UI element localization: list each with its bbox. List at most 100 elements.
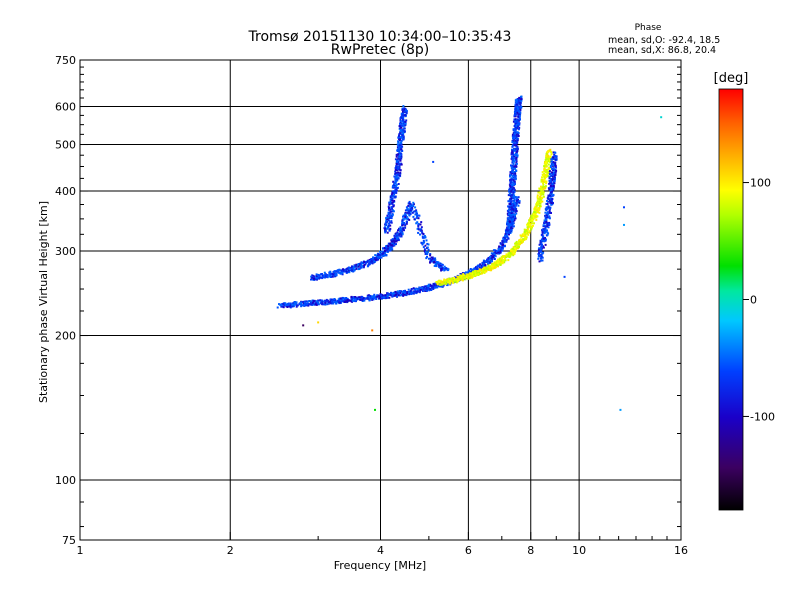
- trace-point: [542, 193, 545, 196]
- trace-point: [545, 175, 548, 178]
- trace-point: [415, 210, 418, 213]
- trace-point: [549, 192, 552, 195]
- trace-point: [315, 301, 318, 304]
- isolated-point: [622, 206, 625, 209]
- trace-point: [546, 161, 548, 164]
- trace-point: [440, 269, 443, 272]
- trace-point: [510, 166, 513, 169]
- trace-point: [401, 114, 404, 117]
- trace-point: [489, 267, 491, 270]
- trace-point: [402, 290, 405, 292]
- trace-point: [542, 188, 545, 191]
- trace-point: [394, 168, 397, 171]
- trace-point: [511, 186, 514, 189]
- trace-point: [548, 211, 551, 214]
- trace-point: [508, 225, 511, 228]
- trace-point: [372, 295, 374, 298]
- trace-point: [414, 206, 417, 209]
- trace-point: [404, 216, 407, 218]
- trace-point: [391, 248, 394, 251]
- trace-point: [507, 205, 510, 208]
- trace-point: [529, 217, 532, 220]
- trace-point: [459, 273, 462, 276]
- trace-point: [491, 265, 494, 268]
- trace-point: [501, 249, 504, 252]
- trace-point: [511, 187, 514, 190]
- phase-title: Phase: [635, 23, 662, 33]
- trace-point: [540, 242, 543, 245]
- trace-point: [507, 259, 510, 262]
- trace-point: [540, 196, 543, 199]
- trace-point: [371, 260, 374, 263]
- trace-point: [514, 245, 517, 248]
- trace-point: [508, 187, 511, 190]
- trace-point: [443, 265, 446, 268]
- trace-point: [437, 261, 440, 264]
- trace-point: [397, 237, 400, 240]
- trace-point: [518, 245, 520, 248]
- trace-point: [448, 279, 451, 282]
- trace-point: [313, 299, 316, 302]
- trace-point: [515, 240, 518, 243]
- trace-point: [549, 150, 552, 153]
- trace-point: [428, 285, 431, 288]
- trace-point: [376, 295, 379, 298]
- trace-point: [394, 237, 396, 240]
- trace-point: [389, 227, 392, 230]
- trace-point: [384, 295, 387, 298]
- trace-point: [548, 186, 551, 189]
- trace-point: [472, 269, 475, 272]
- trace-point: [513, 132, 516, 135]
- trace-point: [394, 171, 397, 174]
- trace-point: [391, 214, 394, 217]
- trace-point: [539, 196, 542, 199]
- trace-point: [461, 274, 464, 277]
- trace-point: [402, 131, 405, 134]
- trace-point: [395, 183, 398, 186]
- trace-point: [394, 190, 397, 193]
- trace-point: [505, 233, 508, 236]
- trace-point: [395, 293, 397, 296]
- trace-point: [403, 127, 406, 130]
- trace-point: [514, 115, 517, 118]
- trace-point: [543, 225, 546, 228]
- trace-point: [527, 228, 530, 231]
- trace-point: [392, 291, 395, 294]
- trace-point: [421, 243, 424, 246]
- trace-point: [341, 268, 344, 271]
- trace-point: [487, 259, 490, 262]
- trace-point: [379, 293, 382, 296]
- trace-point: [403, 130, 406, 133]
- trace-point: [401, 233, 404, 236]
- trace-point: [513, 206, 516, 209]
- trace-point: [311, 301, 314, 304]
- trace-point: [447, 268, 450, 271]
- trace-point: [526, 223, 529, 226]
- trace-point: [542, 182, 544, 185]
- trace-point: [378, 297, 381, 300]
- trace-point: [512, 120, 515, 123]
- trace-point: [399, 137, 402, 140]
- trace-point: [384, 222, 387, 225]
- trace-point: [373, 261, 376, 263]
- trace-point: [555, 157, 558, 160]
- trace-point: [518, 201, 521, 204]
- trace-point: [495, 250, 498, 253]
- trace-point: [514, 129, 517, 132]
- trace-point: [285, 304, 288, 307]
- trace-point: [456, 275, 459, 278]
- trace-point: [482, 259, 485, 262]
- trace-point: [554, 154, 557, 157]
- trace-point: [425, 285, 428, 288]
- trace-point: [401, 221, 404, 224]
- trace-point: [417, 288, 420, 291]
- trace-point: [508, 199, 511, 202]
- trace-point: [512, 181, 515, 184]
- trace-point: [401, 292, 404, 295]
- trace-point: [434, 285, 437, 288]
- trace-point: [399, 169, 402, 172]
- trace-point: [512, 149, 515, 152]
- trace-point: [335, 274, 338, 277]
- trace-point: [367, 263, 370, 266]
- isolated-point: [563, 275, 566, 278]
